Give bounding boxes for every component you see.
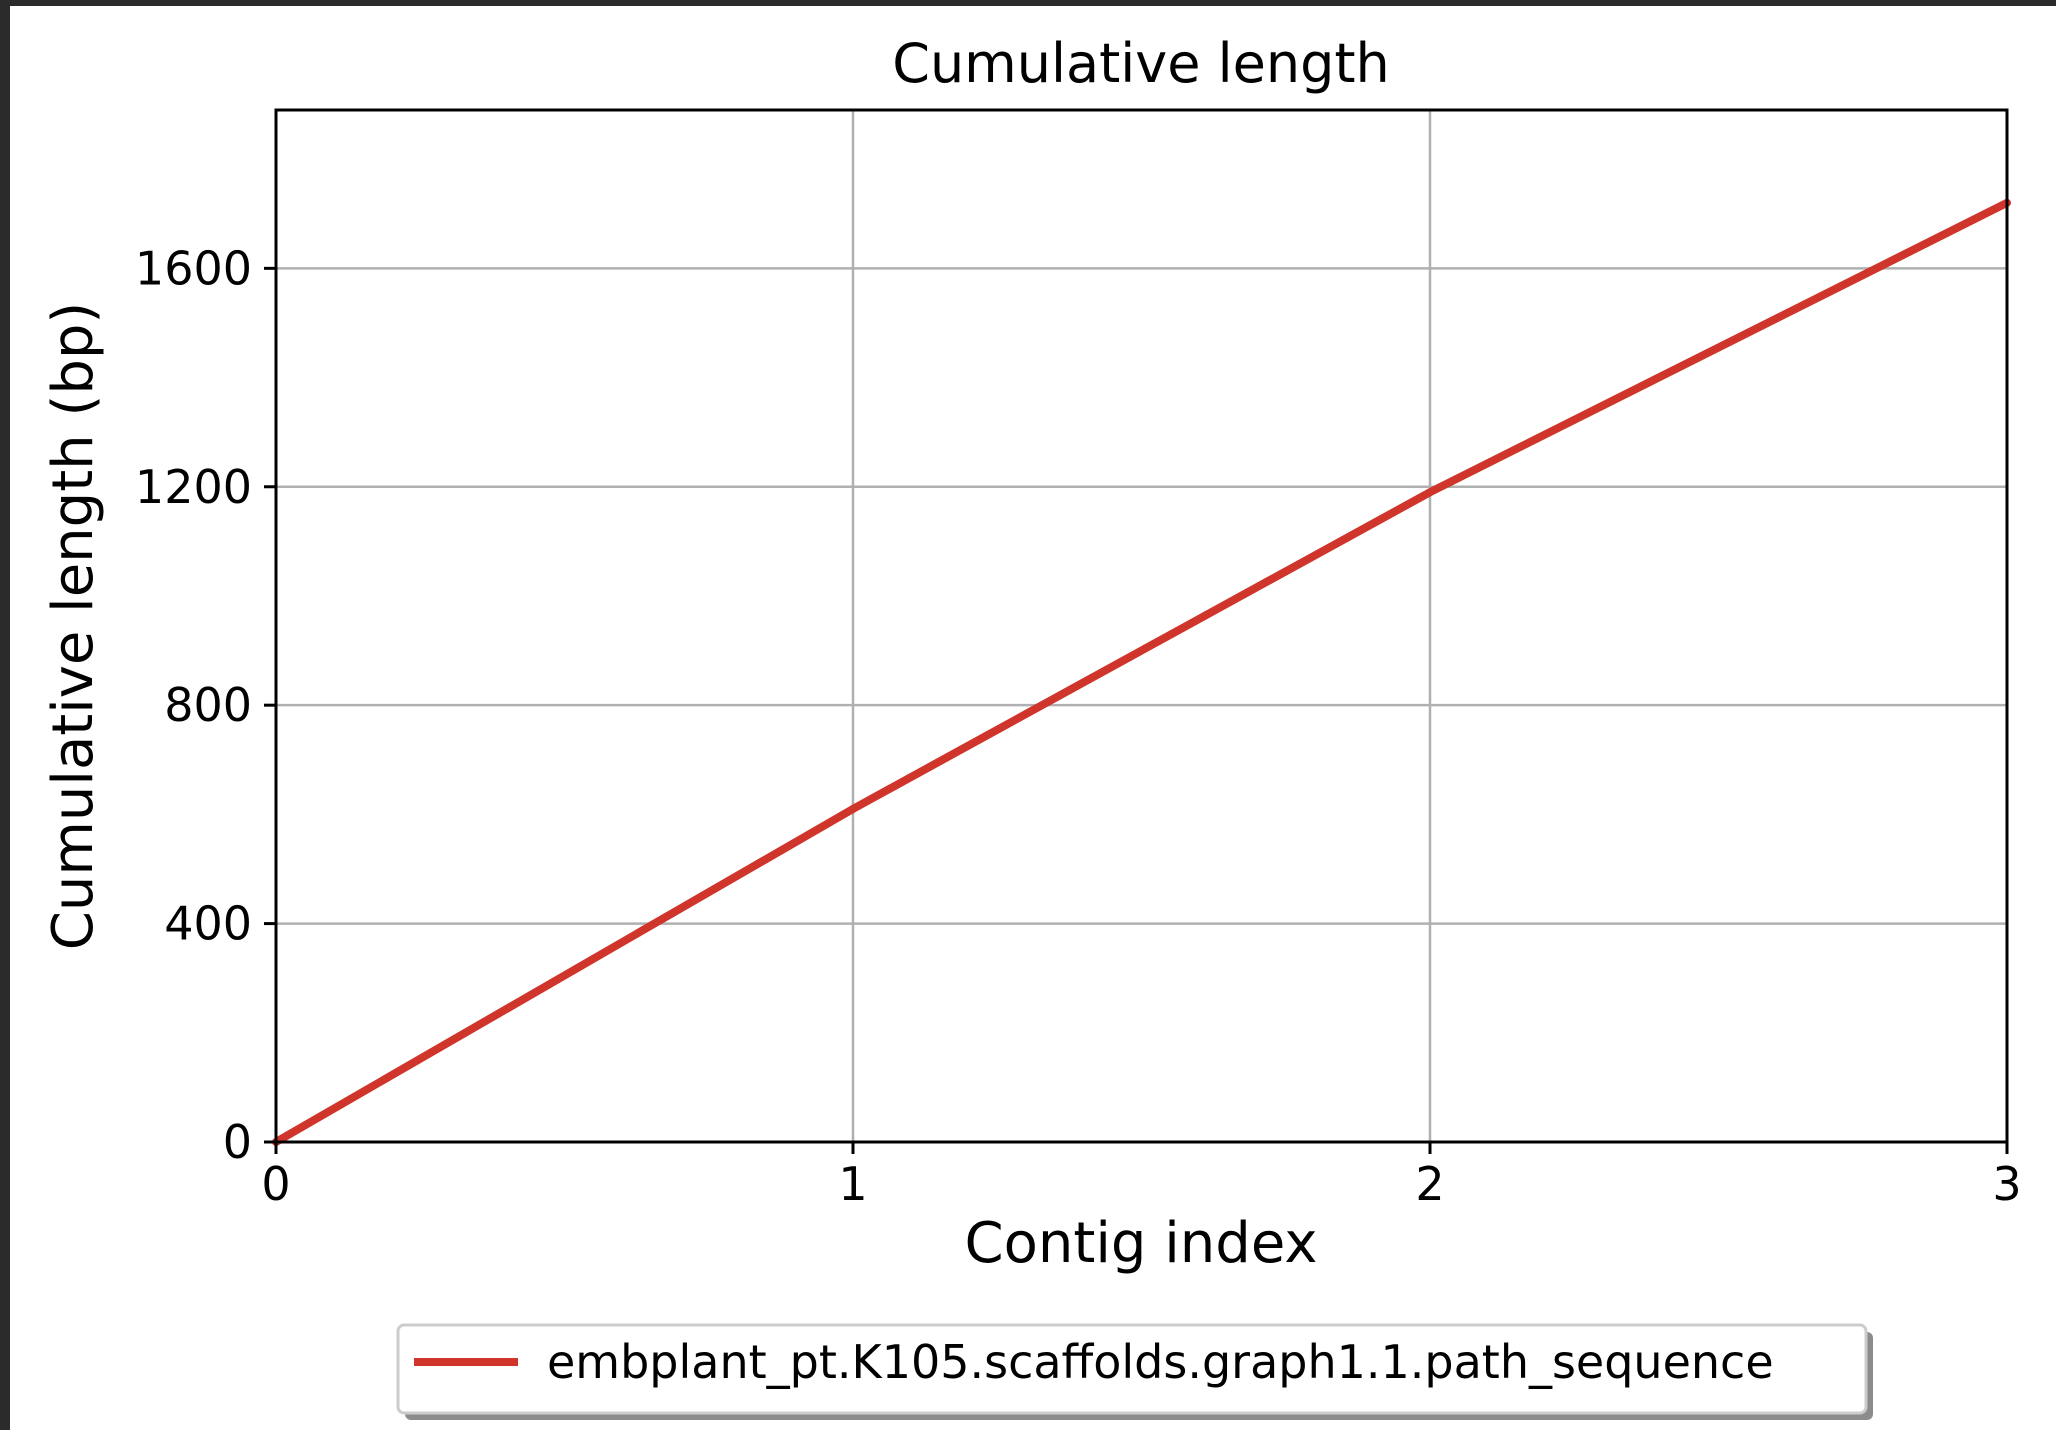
y-tick-label: 1200: [135, 460, 252, 514]
plot-frame: [274, 108, 2009, 1144]
data-point: [849, 804, 857, 813]
data-point: [1426, 488, 1434, 497]
chart-canvas: Cumulative length 0 1 2 3 0 400 800 1200 1600 C…: [10, 6, 2056, 1430]
y-axis-label: Cumulative length (bp): [41, 302, 106, 951]
grid-lines: [274, 110, 2009, 1144]
y-tick-label: 0: [223, 1115, 252, 1169]
x-tick-label: 3: [1992, 1157, 2021, 1211]
chart-title: Cumulative length: [892, 32, 1390, 95]
cumulative-length-chart: Cumulative length 0 1 2 3 0 400 800 1200 1600 C…: [41, 32, 2022, 1420]
legend-label: embplant_pt.K105.scaffolds.graph1.1.path…: [547, 1335, 1774, 1389]
x-axis-label: Contig index: [965, 1211, 1318, 1276]
series-layer: [272, 198, 2011, 1146]
legend-box: [396, 1323, 1868, 1415]
legend: embplant_pt.K105.scaffolds.graph1.1.path…: [396, 1323, 1873, 1420]
y-tick-label: 1600: [135, 241, 252, 295]
x-axis-ticks: 0 1 2 3: [261, 1142, 2022, 1211]
x-tick-label: 1: [838, 1157, 867, 1211]
x-tick-label: 2: [1415, 1157, 1444, 1211]
x-tick-label: 0: [261, 1157, 290, 1211]
series-line: [274, 199, 2009, 1146]
y-axis-ticks: 0 400 800 1200 1600: [135, 241, 276, 1169]
y-tick-label: 800: [164, 678, 252, 732]
y-tick-label: 400: [164, 897, 252, 951]
